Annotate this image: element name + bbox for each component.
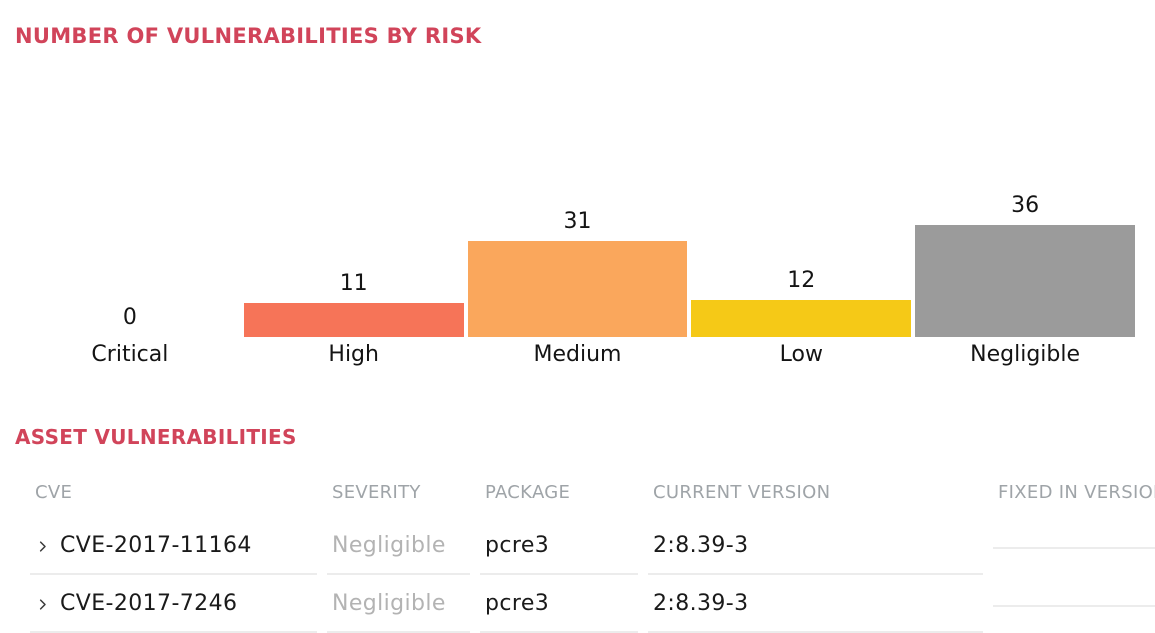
chevron-right-icon[interactable] xyxy=(35,539,50,554)
table-row-severity-cell: Negligible xyxy=(327,517,470,575)
asset-vulnerabilities-table: CVE SEVERITY PACKAGE CURRENT VERSION FIX… xyxy=(30,482,1155,633)
bar-low xyxy=(691,299,912,337)
category-label-critical: Critical xyxy=(91,342,169,367)
cve-id: CVE-2017-11164 xyxy=(60,533,252,558)
table-row-package-cell: pcre3 xyxy=(480,517,638,575)
chevron-right-icon[interactable] xyxy=(35,597,50,612)
bar-high xyxy=(243,302,464,337)
chart-category-labels: Critical High Medium Low Negligible xyxy=(18,342,1137,368)
table-row-cve-cell: CVE-2017-7246 xyxy=(30,575,317,633)
table-row-fixed-in-version-cell xyxy=(993,517,1155,549)
table-row-current-version-cell: 2:8.39-3 xyxy=(648,575,983,633)
bar-value-label-negligible: 36 xyxy=(1011,193,1040,218)
vulnerabilities-by-risk-chart: 0 11 31 12 36 Critical High Medium Low Negligibl… xyxy=(18,192,1137,368)
chart-column-medium: 31 xyxy=(466,209,690,337)
chart-bars-area: 0 11 31 12 36 xyxy=(18,192,1137,337)
table-row-package-cell: pcre3 xyxy=(480,575,638,633)
bar-medium xyxy=(467,240,688,337)
column-header-severity: SEVERITY xyxy=(332,482,421,503)
table-row-severity-cell: Negligible xyxy=(327,575,470,633)
chart-column-low: 12 xyxy=(689,268,913,337)
column-header-fixed-in-version: FIXED IN VERSION xyxy=(998,482,1155,503)
table-row-current-version-cell: 2:8.39-3 xyxy=(648,517,983,575)
bar-negligible xyxy=(915,225,1135,337)
bar-value-label-high: 11 xyxy=(339,270,368,296)
category-label-low: Low xyxy=(779,342,823,367)
table-row-fixed-in-version-cell xyxy=(993,575,1155,607)
category-label-negligible: Negligible xyxy=(970,342,1081,367)
cve-id: CVE-2017-7246 xyxy=(60,591,238,616)
table-row-cve-cell: CVE-2017-11164 xyxy=(30,517,317,575)
bar-value-label-low: 12 xyxy=(787,267,816,293)
category-label-high: High xyxy=(328,342,379,367)
section-title: ASSET VULNERABILITIES xyxy=(15,425,297,449)
page-title: NUMBER OF VULNERABILITIES BY RISK xyxy=(15,24,482,48)
chart-column-negligible: 36 xyxy=(913,193,1137,337)
column-header-current-version: CURRENT VERSION xyxy=(653,482,831,503)
column-header-package: PACKAGE xyxy=(485,482,571,503)
chart-column-high: 11 xyxy=(242,271,466,337)
bar-value-label-critical: 0 xyxy=(122,305,137,330)
column-header-cve: CVE xyxy=(35,482,73,503)
bar-value-label-medium: 31 xyxy=(563,208,592,234)
category-label-medium: Medium xyxy=(533,342,622,367)
chart-column-critical: 0 xyxy=(18,305,242,337)
